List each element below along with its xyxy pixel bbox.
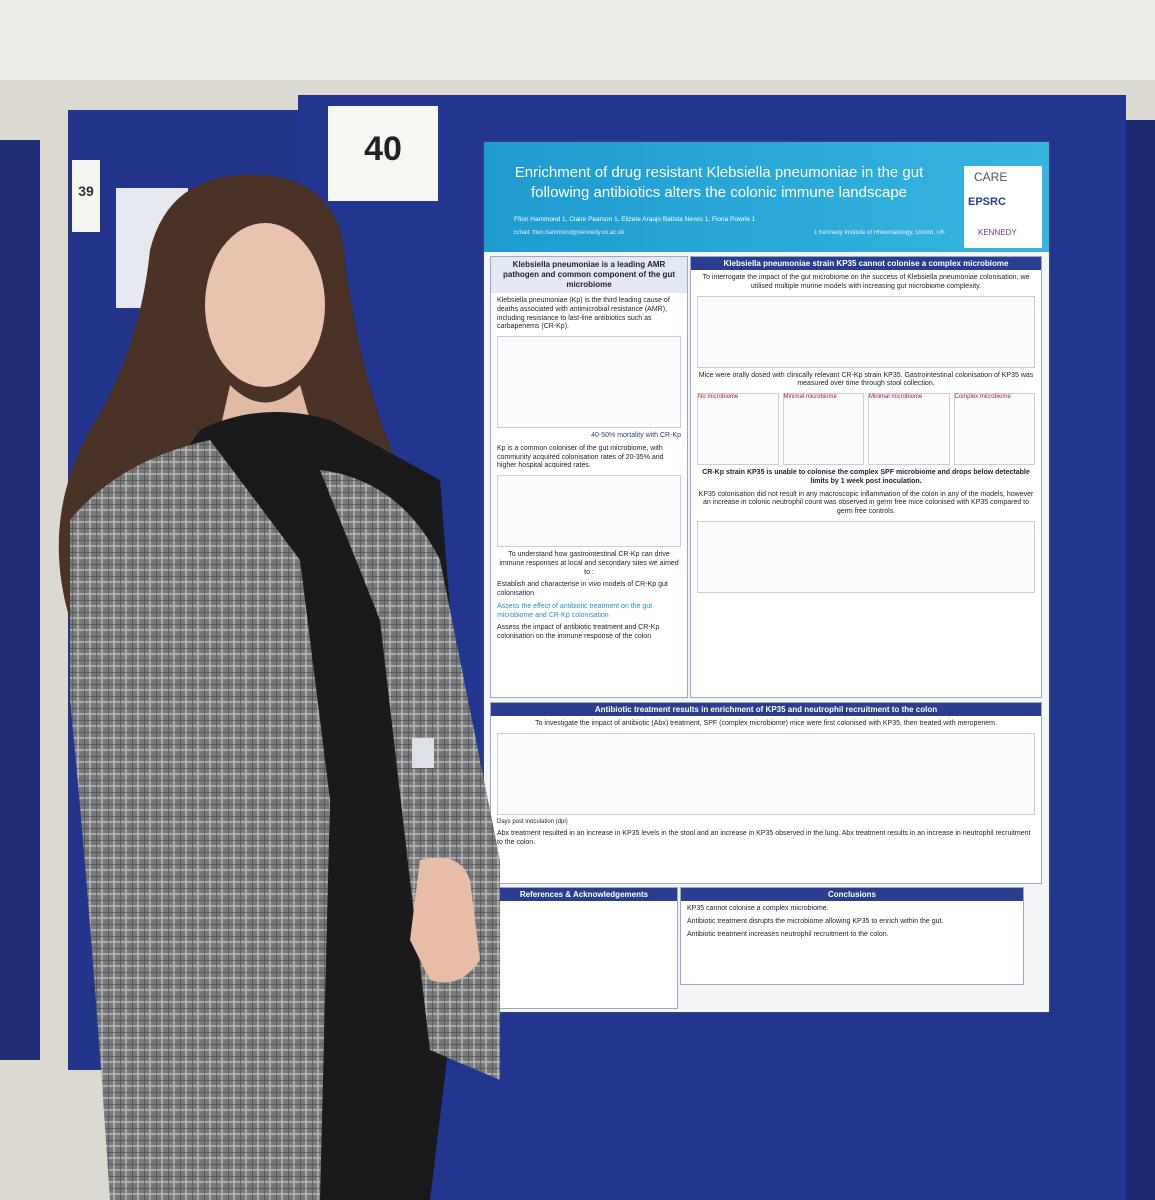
conclusion: Antibiotic treatment disrupts the microb… bbox=[687, 917, 944, 925]
axis-label: Days post inoculation (dpi) bbox=[497, 818, 568, 825]
panel-title: Complex microbiome bbox=[953, 393, 1035, 465]
logo: KENNEDY bbox=[978, 228, 1017, 237]
section-panel: Antibiotic treatment results in enrichme… bbox=[490, 702, 1042, 884]
conclusion: Antibiotic treatment increases neutrophi… bbox=[687, 930, 889, 938]
intro-heading: Klebsiella pneumoniae is a leading AMR p… bbox=[491, 257, 687, 293]
left-board-number: 39 bbox=[78, 183, 94, 199]
left-poster bbox=[116, 188, 188, 308]
abx-figure bbox=[497, 732, 1035, 815]
panel-title: Minimal microbiome bbox=[782, 393, 864, 465]
poster-title: Enrichment of drug resistant Klebsiella … bbox=[514, 164, 924, 181]
poster-header: Enrichment of drug resistant Klebsiella … bbox=[484, 142, 1049, 252]
aim: Assess the effect of antibiotic treatmen… bbox=[497, 602, 653, 619]
references-heading: References & Acknowledgements bbox=[491, 888, 677, 901]
right-board bbox=[1126, 120, 1155, 1200]
section-text: KP35 colonisation did not result in any … bbox=[698, 490, 1034, 516]
affiliation: 1 Kennedy Institute of Rheumatology, Oxf… bbox=[814, 230, 945, 236]
board-number: 40 bbox=[364, 130, 402, 168]
aims-intro: To understand how gastrointestinal CR-Kp… bbox=[499, 551, 679, 576]
model-figure bbox=[697, 295, 1035, 368]
section-text: To interrogate the impact of the gut mic… bbox=[702, 274, 1030, 290]
intro-figure bbox=[497, 336, 681, 428]
section-panel: Klebsiella pneumoniae strain KP35 cannot… bbox=[690, 256, 1042, 698]
section-text: CR-Kp strain KP35 is unable to colonise … bbox=[702, 469, 1030, 485]
aim: Assess the impact of antibiotic treatmen… bbox=[497, 624, 660, 640]
section-heading: Antibiotic treatment results in enrichme… bbox=[491, 703, 1041, 716]
intro-figure bbox=[497, 475, 681, 547]
ceiling bbox=[0, 0, 1155, 80]
poster: Enrichment of drug resistant Klebsiella … bbox=[484, 142, 1049, 1012]
panel-title: Minimal microbiome bbox=[868, 393, 950, 465]
conclusions-heading: Conclusions bbox=[681, 888, 1023, 901]
authors: Ffion Hammond 1, Claire Pearson 1, Elize… bbox=[514, 216, 756, 223]
conclusions-panel: Conclusions KP35 cannot colonise a compl… bbox=[680, 887, 1024, 985]
neutrophil-figure bbox=[697, 520, 1035, 593]
poster-title: following antibiotics alters the colonic… bbox=[530, 184, 908, 201]
logo: EPSRC bbox=[968, 196, 1006, 208]
section-text: Mice were orally dosed with clinically r… bbox=[698, 371, 1034, 388]
intro-text: Klebsiella pneumoniae (Kp) is the third … bbox=[497, 297, 670, 331]
logo-panel: CARE EPSRC KENNEDY bbox=[964, 166, 1042, 248]
logo: CARE bbox=[974, 170, 1008, 184]
references-panel: References & Acknowledgements bbox=[490, 887, 678, 1009]
panel-title: No microbiome bbox=[697, 393, 779, 465]
section-text: To investigate the impact of antibiotic … bbox=[535, 720, 997, 727]
email: Email: ffion.hammond@kennedy.ox.ac.uk bbox=[514, 230, 625, 236]
far-board bbox=[0, 140, 40, 1060]
mortality-note: 40-50% mortality with CR-Kp bbox=[591, 432, 681, 439]
intro-panel: Klebsiella pneumoniae is a leading AMR p… bbox=[490, 256, 688, 698]
section-heading: Klebsiella pneumoniae strain KP35 cannot… bbox=[691, 257, 1041, 270]
intro-text: Kp is a common coloniser of the gut micr… bbox=[497, 444, 664, 470]
plot-row: No microbiome Minimal microbiome Minimal… bbox=[697, 393, 1035, 465]
conclusion: KP35 cannot colonise a complex microbiom… bbox=[687, 905, 829, 912]
aim: Establish and characterise in vivo model… bbox=[497, 581, 668, 597]
section-text: Abx treatment resulted in an increase in… bbox=[497, 830, 1031, 846]
